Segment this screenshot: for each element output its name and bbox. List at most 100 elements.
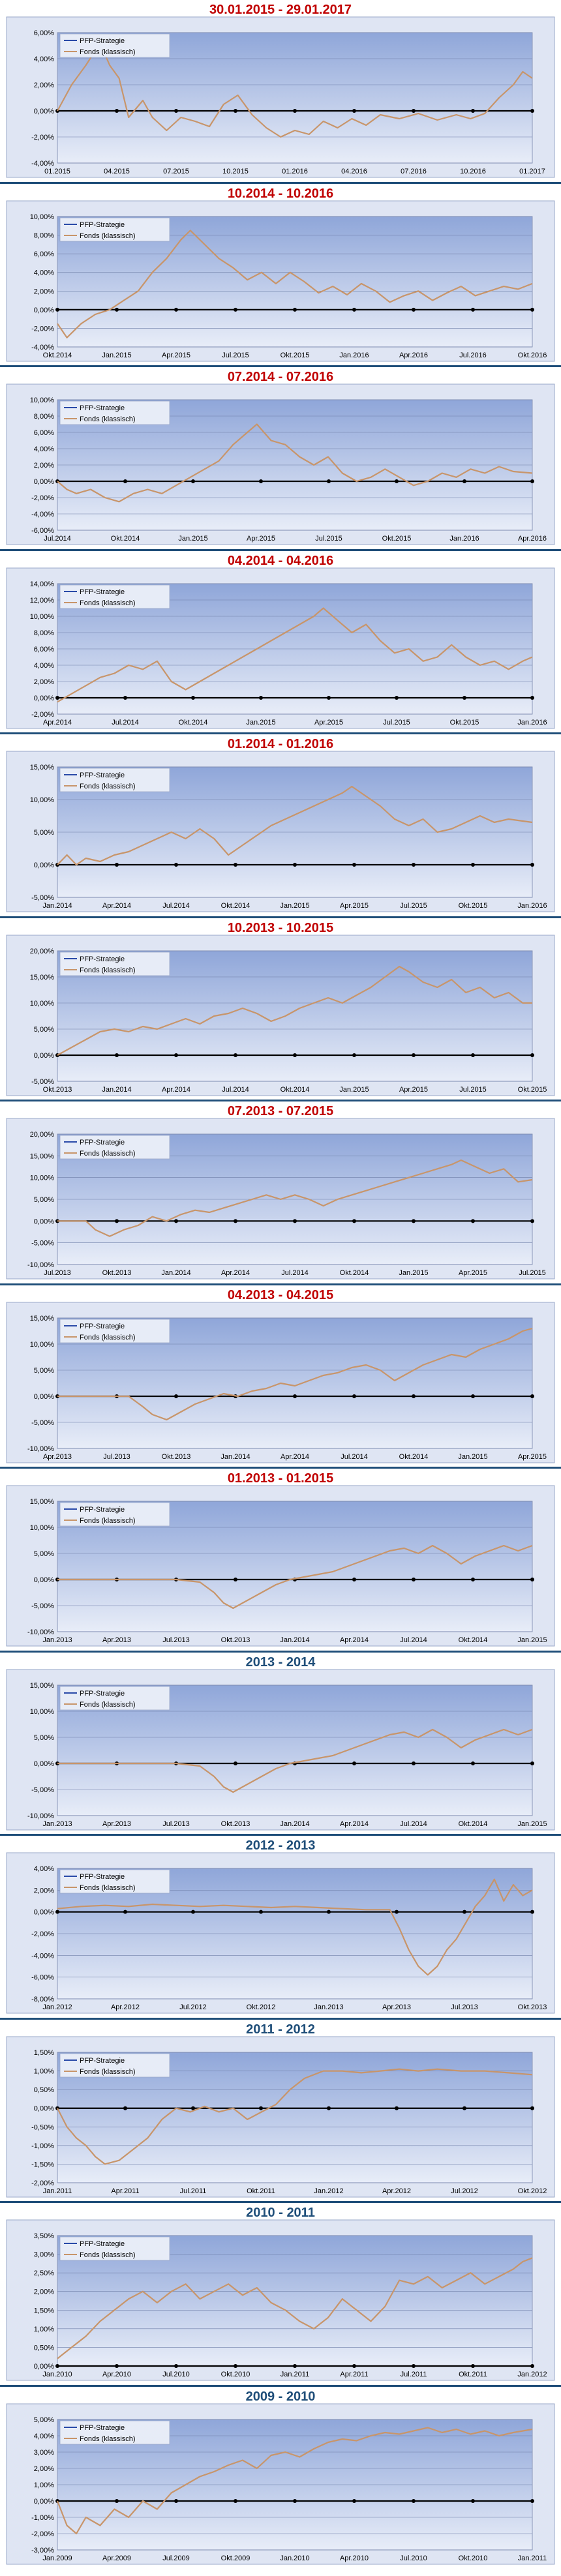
x-tick-label: Jan.2016 [339, 352, 369, 359]
x-tick-label: Okt.2014 [179, 719, 208, 726]
fund-line [57, 1327, 533, 1421]
x-tick-label: Apr.2015 [340, 902, 369, 910]
x-tick-label: Jul.2015 [315, 535, 342, 543]
chart-panel: 2013 - 2014 15,00% 10,00% 5,00% 0,00% -5,00% -… [0, 1653, 561, 1836]
y-tick-label: 0,00% [34, 2363, 54, 2371]
section-divider [0, 549, 561, 551]
x-tick-label: Jan.2013 [42, 1820, 72, 1828]
chart-title: 04.2013 - 04.2015 [227, 1288, 334, 1302]
x-tick-label: Apr.2014 [340, 1820, 369, 1828]
chart-title: 2012 - 2013 [245, 1838, 316, 1853]
x-tick-label: Jul.2015 [459, 1086, 487, 1094]
x-tick-label: Jan.2011 [280, 2371, 309, 2378]
x-tick-label: Apr.2015 [314, 719, 343, 726]
legend-label: Fonds (klassisch) [80, 783, 136, 790]
axis-marker [115, 1053, 119, 1057]
y-tick-label: 2,00% [34, 288, 54, 295]
legend-label: PFP-Strategie [80, 771, 125, 779]
axis-marker [234, 1761, 237, 1765]
x-tick-label: Jan.2015 [399, 1269, 428, 1277]
y-tick-label: 0,00% [34, 478, 54, 486]
x-tick-label: Apr.2009 [102, 2554, 131, 2562]
fund-line [57, 230, 533, 338]
axis-marker [327, 2106, 331, 2110]
y-tick-label: 0,00% [34, 1909, 54, 1917]
x-tick-label: Apr.2011 [111, 2187, 139, 2195]
y-tick-label: -2,00% [31, 2530, 54, 2538]
y-tick-label: 0,00% [34, 1393, 54, 1401]
y-tick-label: 6,00% [34, 429, 54, 437]
x-tick-label: Jul.2014 [44, 535, 71, 543]
legend-label: PFP-Strategie [80, 2240, 125, 2248]
axis-marker [123, 1910, 127, 1914]
axis-marker [174, 109, 178, 113]
x-tick-label: Jul.2015 [383, 719, 410, 726]
y-tick-label: 8,00% [34, 629, 54, 637]
axis-marker [115, 2364, 119, 2368]
chart-title: 10.2014 - 10.2016 [227, 187, 334, 201]
y-tick-label: -4,00% [31, 160, 54, 168]
y-tick-label: -5,00% [31, 1240, 54, 1248]
y-tick-label: -2,00% [31, 711, 54, 719]
y-tick-label: -8,00% [31, 1996, 54, 2003]
chart-panel: 30.01.2015 - 29.01.2017 6,00% 4,00% 2,00% 0,… [0, 0, 561, 184]
y-tick-label: 5,00% [34, 1196, 54, 1204]
axis-marker [462, 479, 466, 483]
chart-svg: 10,00% 8,00% 6,00% 4,00% 2,00% 0,00% -2,00% -4,… [6, 383, 555, 545]
section-divider [0, 916, 561, 918]
y-tick-label: 0,00% [34, 307, 54, 314]
chart-panel: 04.2014 - 04.2016 14,00% 12,00% 10,00% 8,00%… [0, 551, 561, 735]
chart-title: 2009 - 2010 [245, 2389, 316, 2404]
x-tick-label: Jan.2015 [517, 1820, 547, 1828]
axis-marker [471, 863, 475, 867]
y-tick-label: 2,00% [34, 82, 54, 89]
y-tick-label: -1,50% [31, 2161, 54, 2168]
axis-marker [462, 1910, 466, 1914]
legend-box [59, 400, 170, 425]
legend-label: PFP-Strategie [80, 2057, 125, 2065]
y-tick-label: 2,00% [34, 2288, 54, 2296]
y-tick-label: 6,00% [34, 250, 54, 258]
legend-box [59, 1502, 170, 1527]
section-divider [0, 732, 561, 734]
x-tick-label: Jul.2013 [103, 1453, 130, 1461]
x-tick-label: Jan.2015 [102, 352, 131, 359]
chart-panel: 01.2014 - 01.2016 15,00% 10,00% 5,00% 0,00% -… [0, 734, 561, 918]
x-tick-label: Apr.2014 [102, 902, 131, 910]
x-tick-label: Okt.2014 [111, 535, 140, 543]
axis-marker [293, 2499, 297, 2503]
y-tick-label: 6,00% [34, 646, 54, 653]
chart-title: 07.2013 - 07.2015 [227, 1104, 334, 1118]
axis-marker [352, 1053, 356, 1057]
x-tick-label: Okt.2016 [518, 352, 547, 359]
y-tick-label: 3,00% [34, 2449, 54, 2457]
y-tick-label: 15,00% [30, 1315, 55, 1323]
x-tick-label: Apr.2013 [102, 1820, 131, 1828]
legend-box [59, 1135, 170, 1160]
axis-marker [530, 1578, 534, 1581]
x-tick-label: Okt.2015 [518, 1086, 547, 1094]
legend-label: Fonds (klassisch) [80, 1150, 136, 1158]
y-tick-label: -6,00% [31, 527, 54, 535]
axis-marker [191, 1910, 195, 1914]
chart-panel: 2011 - 2012 1,50% 1,00% 0,50% 0,00% -0,50% -1,… [0, 2020, 561, 2204]
x-tick-label: 07.2015 [163, 168, 189, 175]
y-tick-label: 1,50% [34, 2049, 54, 2057]
x-tick-label: Okt.2013 [221, 1820, 250, 1828]
legend-box [59, 1686, 170, 1711]
legend-label: Fonds (klassisch) [80, 1517, 136, 1525]
y-tick-label: 3,00% [34, 2251, 54, 2259]
x-tick-label: Okt.2011 [459, 2371, 487, 2378]
x-tick-label: Okt.2015 [459, 902, 488, 910]
axis-marker [471, 1578, 475, 1581]
legend-label: Fonds (klassisch) [80, 48, 136, 56]
chart-svg: 10,00% 8,00% 6,00% 4,00% 2,00% 0,00% -2,00% -4,… [6, 200, 555, 362]
y-tick-label: 5,00% [34, 829, 54, 837]
x-tick-label: Jul.2016 [459, 352, 487, 359]
axis-marker [471, 1394, 475, 1398]
section-divider [0, 1467, 561, 1469]
y-tick-label: 0,00% [34, 1052, 54, 1060]
y-tick-label: 1,00% [34, 2326, 54, 2333]
axis-marker [352, 1761, 356, 1765]
axis-marker [293, 2364, 297, 2368]
